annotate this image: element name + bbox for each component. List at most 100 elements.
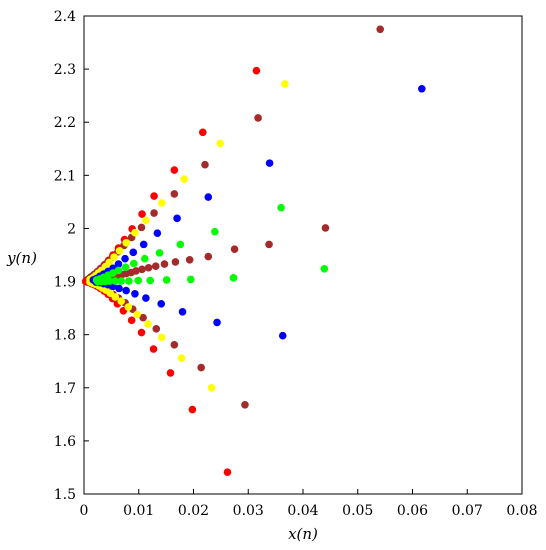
data-point (150, 192, 158, 200)
data-point (138, 210, 146, 218)
data-point (229, 274, 238, 282)
data-point (140, 254, 149, 263)
data-point (131, 289, 139, 298)
data-point (170, 166, 179, 174)
y-axis-ticks: 1.5 1.6 1.7 1.8 1.9 2 2.1 2.2 2.3 2.4 (54, 9, 89, 503)
data-point (110, 253, 118, 261)
data-point (204, 193, 213, 201)
data-point (278, 331, 287, 340)
data-point (130, 259, 138, 268)
data-point (157, 199, 166, 207)
data-point (211, 227, 219, 236)
data-point (281, 80, 289, 88)
data-point (138, 265, 146, 274)
data-point (418, 84, 426, 93)
data-point (125, 277, 133, 285)
data-point (207, 383, 216, 392)
y-tick-label: 1.5 (54, 487, 76, 503)
data-point (223, 468, 232, 477)
data-point (186, 275, 195, 284)
data-point (180, 175, 188, 183)
plot-frame (83, 15, 523, 495)
data-point (252, 66, 261, 75)
data-point (177, 354, 186, 362)
data-point (115, 284, 123, 293)
data-point (134, 276, 143, 285)
x-axis-label: x(n) (288, 525, 318, 543)
data-point (121, 254, 129, 263)
data-point (178, 308, 187, 316)
data-point (121, 263, 130, 272)
data-point (122, 286, 130, 295)
data-point (157, 333, 166, 342)
data-point (254, 114, 262, 122)
x-tick-label: 0.02 (178, 503, 209, 519)
data-point (142, 294, 150, 302)
data-point (216, 139, 225, 148)
data-point (188, 405, 197, 414)
x-tick-label: 0 (80, 503, 89, 519)
x-tick-label: 0.08 (506, 503, 537, 519)
data-point (241, 400, 249, 409)
data-point (133, 310, 141, 319)
data-point (111, 277, 120, 285)
data-point (93, 277, 102, 286)
y-tick-label: 2.2 (54, 115, 76, 131)
data-point (114, 260, 123, 268)
data-point (153, 229, 162, 238)
data-point (199, 128, 207, 137)
y-axis-label: y(n) (6, 249, 37, 267)
data-point (150, 209, 158, 217)
data-point (160, 260, 169, 268)
data-point (139, 240, 148, 249)
data-point (142, 216, 150, 225)
x-tick-label: 0.07 (452, 503, 483, 519)
data-point (146, 276, 155, 285)
data-point (117, 297, 126, 306)
data-point (170, 340, 179, 349)
data-point (204, 252, 213, 261)
data-point (230, 245, 239, 253)
data-point (176, 240, 185, 249)
data-point (122, 238, 130, 247)
data-point (173, 214, 181, 223)
data-point (265, 159, 274, 167)
data-point (151, 262, 160, 270)
y-tick-label: 2.4 (54, 9, 76, 25)
data-point (144, 263, 153, 272)
data-point (144, 320, 152, 328)
data-points (81, 25, 426, 477)
data-point (127, 316, 136, 325)
data-point (137, 328, 146, 337)
data-point (152, 325, 161, 333)
data-point (115, 246, 124, 255)
data-point (170, 190, 179, 198)
data-point (137, 223, 146, 232)
data-point (376, 25, 384, 34)
data-point (171, 258, 180, 266)
data-point (277, 203, 285, 212)
data-point (166, 369, 175, 377)
data-point (265, 240, 273, 249)
x-tick-label: 0.05 (342, 503, 373, 519)
data-point (185, 255, 194, 264)
data-point (157, 300, 165, 308)
y-tick-label: 2.1 (54, 168, 76, 184)
data-point (131, 228, 139, 237)
data-point (117, 277, 126, 285)
data-point (155, 249, 164, 257)
x-tick-label: 0.03 (233, 503, 264, 519)
data-point (124, 303, 133, 311)
data-point (197, 363, 205, 372)
data-point (201, 160, 209, 169)
y-tick-label: 1.7 (54, 381, 76, 397)
data-point (149, 345, 158, 353)
x-tick-label: 0.06 (397, 503, 428, 519)
y-tick-label: 1.8 (54, 328, 76, 344)
y-tick-label: 1.9 (54, 275, 76, 291)
data-point (139, 313, 147, 322)
data-point (129, 248, 138, 257)
y-tick-label: 1.6 (54, 434, 76, 450)
data-point (321, 224, 330, 232)
